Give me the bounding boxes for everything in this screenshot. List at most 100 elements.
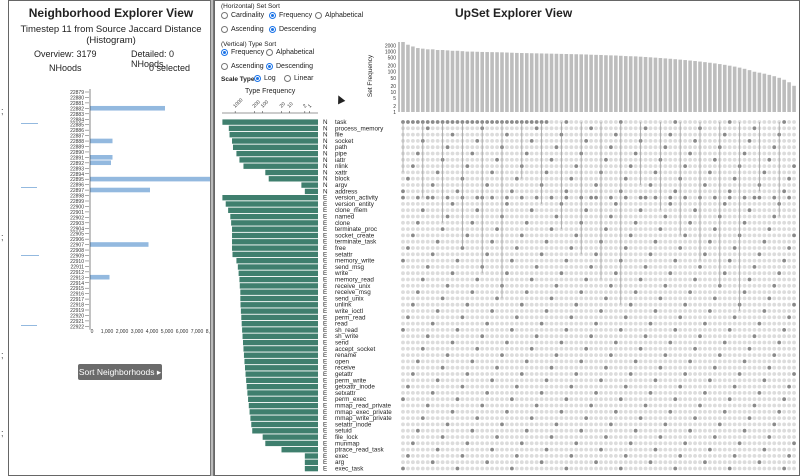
overview-mark [21, 187, 37, 188]
vsort-alphabetical-radio[interactable]: Alphabetical [266, 49, 314, 56]
radio-label: Frequency [231, 49, 265, 56]
histogram-x-tick: 1,000 [101, 329, 114, 335]
histogram-row-label: 22895 [70, 177, 84, 183]
scale-linear-radio[interactable]: Linear [284, 75, 313, 82]
histogram-row-label: 22890 [70, 150, 84, 156]
panel-resize-handle[interactable] [210, 0, 214, 476]
left-edge-strip: ; ; ; ; [0, 0, 8, 476]
radio-dot [221, 49, 228, 56]
histogram-row-label: 22909 [70, 254, 84, 260]
histogram-x-tick: 8,000 [206, 329, 213, 335]
histogram-row-label: 22916 [70, 292, 84, 298]
histogram-row-label: 22911 [70, 264, 84, 270]
vdir-ascending-radio[interactable]: Ascending [221, 63, 264, 70]
neighborhood-title: Neighborhood Explorer View [28, 6, 194, 20]
histogram-row-label: 22921 [70, 319, 84, 325]
histogram-row-label: 22903 [70, 221, 84, 227]
hdir-descending-radio[interactable]: Descending [269, 26, 316, 33]
vdir-descending-radio[interactable]: Descending [266, 63, 313, 70]
histogram-row-label: 22891 [70, 155, 84, 161]
vsort-frequency-radio[interactable]: Frequency [221, 49, 264, 56]
histogram-row-label: 22906 [70, 237, 84, 243]
upset-explorer-panel: UpSet Explorer View [214, 0, 800, 476]
subtitle-line2: (Histogram) [86, 35, 136, 46]
histogram-row-label: 22879 [70, 90, 84, 96]
histogram-row-label: 22887 [70, 134, 84, 140]
histogram-bar [90, 274, 110, 280]
radio-dot [269, 26, 276, 33]
histogram-row-label: 22898 [70, 194, 84, 200]
histogram-row-label: 22897 [70, 188, 84, 194]
histogram-x-tick: 6,000 [176, 329, 189, 335]
histogram-row-label: 22912 [70, 270, 84, 276]
radio-dot [254, 75, 261, 82]
histogram-row-label: 22888 [70, 139, 84, 145]
histogram-row-label: 22894 [70, 172, 84, 178]
histogram-bar [90, 160, 111, 166]
radio-label: Log [264, 75, 276, 82]
hdir-ascending-radio[interactable]: Ascending [221, 26, 264, 33]
histogram-row-label: 22908 [70, 248, 84, 254]
edge-mark: ; [1, 232, 4, 242]
hsort-cardinality-radio[interactable]: Cardinality [221, 12, 264, 19]
radio-label: Frequency [279, 12, 313, 19]
histogram-bar [90, 105, 165, 111]
overview-mark [21, 123, 38, 124]
histogram-bar [90, 155, 113, 160]
histogram-row-label: 22899 [70, 199, 84, 205]
detailed-selected: 0 selected [149, 63, 191, 73]
histogram-x-tick: 7,000 [191, 329, 204, 335]
radio-dot [269, 12, 276, 19]
detailed-count: Detailed: 0 NHoods, [131, 49, 175, 69]
subtitle-line1: Timestep 11 from Source Jaccard Distance [20, 24, 202, 35]
scale-type-label: Scale Type: [221, 76, 257, 83]
hsort-frequency-radio[interactable]: Frequency [269, 12, 312, 19]
radio-dot [315, 12, 322, 19]
histogram-row-label: 22920 [70, 313, 84, 319]
histogram-row-label: 22901 [70, 210, 84, 216]
histogram-row-label: 22900 [70, 204, 84, 210]
scale-log-radio[interactable]: Log [254, 75, 276, 82]
radio-label: Descending [276, 63, 313, 70]
histogram-row-label: 22896 [70, 183, 84, 189]
radio-label: Descending [279, 26, 316, 33]
edge-mark: ; [1, 106, 4, 116]
histogram-bar [90, 187, 150, 193]
histogram-row-label: 22919 [70, 308, 84, 314]
histogram-row-label: 22880 [70, 95, 84, 101]
radio-label: Cardinality [231, 12, 265, 19]
histogram-row-label: 22892 [70, 161, 84, 167]
histogram-row-label: 22881 [70, 101, 84, 107]
radio-dot [221, 26, 228, 33]
histogram-row-label: 22885 [70, 123, 84, 129]
radio-dot [221, 12, 228, 19]
type-frequency-label: Type Frequency [245, 88, 296, 95]
edge-mark: ; [1, 350, 4, 360]
histogram-bar [90, 176, 210, 182]
vsort-label: (Vertical) Type Sort [221, 41, 277, 48]
histogram-row-label: 22917 [70, 297, 84, 303]
overview-mark [21, 325, 37, 326]
hsort-label: (Horizontal) Set Sort [221, 3, 280, 10]
overview-count: Overview: 3179 [34, 49, 97, 59]
histogram-row-label: 22922 [70, 324, 84, 330]
histogram-x-tick: 5,000 [161, 329, 174, 335]
histogram-row-label: 22914 [70, 281, 84, 287]
histogram-row-label: 22915 [70, 286, 84, 292]
neighborhood-histogram[interactable]: 2287922880228812288222883228842288522886… [9, 85, 213, 345]
radio-label: Ascending [231, 63, 264, 70]
radio-dot [221, 63, 228, 70]
upset-title: UpSet Explorer View [455, 6, 573, 20]
histogram-row-label: 22907 [70, 243, 84, 249]
hsort-alphabetical-radio[interactable]: Alphabetical [315, 12, 363, 19]
sort-neighborhoods-button[interactable]: Sort Neighborhoods ▸ [78, 364, 162, 380]
histogram-row-label: 22886 [70, 128, 84, 134]
radio-label: Alphabetical [276, 49, 315, 56]
radio-dot [284, 75, 291, 82]
histogram-x-tick: 0 [91, 329, 94, 335]
histogram-row-label: 22889 [70, 145, 84, 151]
histogram-bar [90, 242, 149, 247]
overview-mark [21, 255, 39, 256]
histogram-row-label: 22918 [70, 303, 84, 309]
